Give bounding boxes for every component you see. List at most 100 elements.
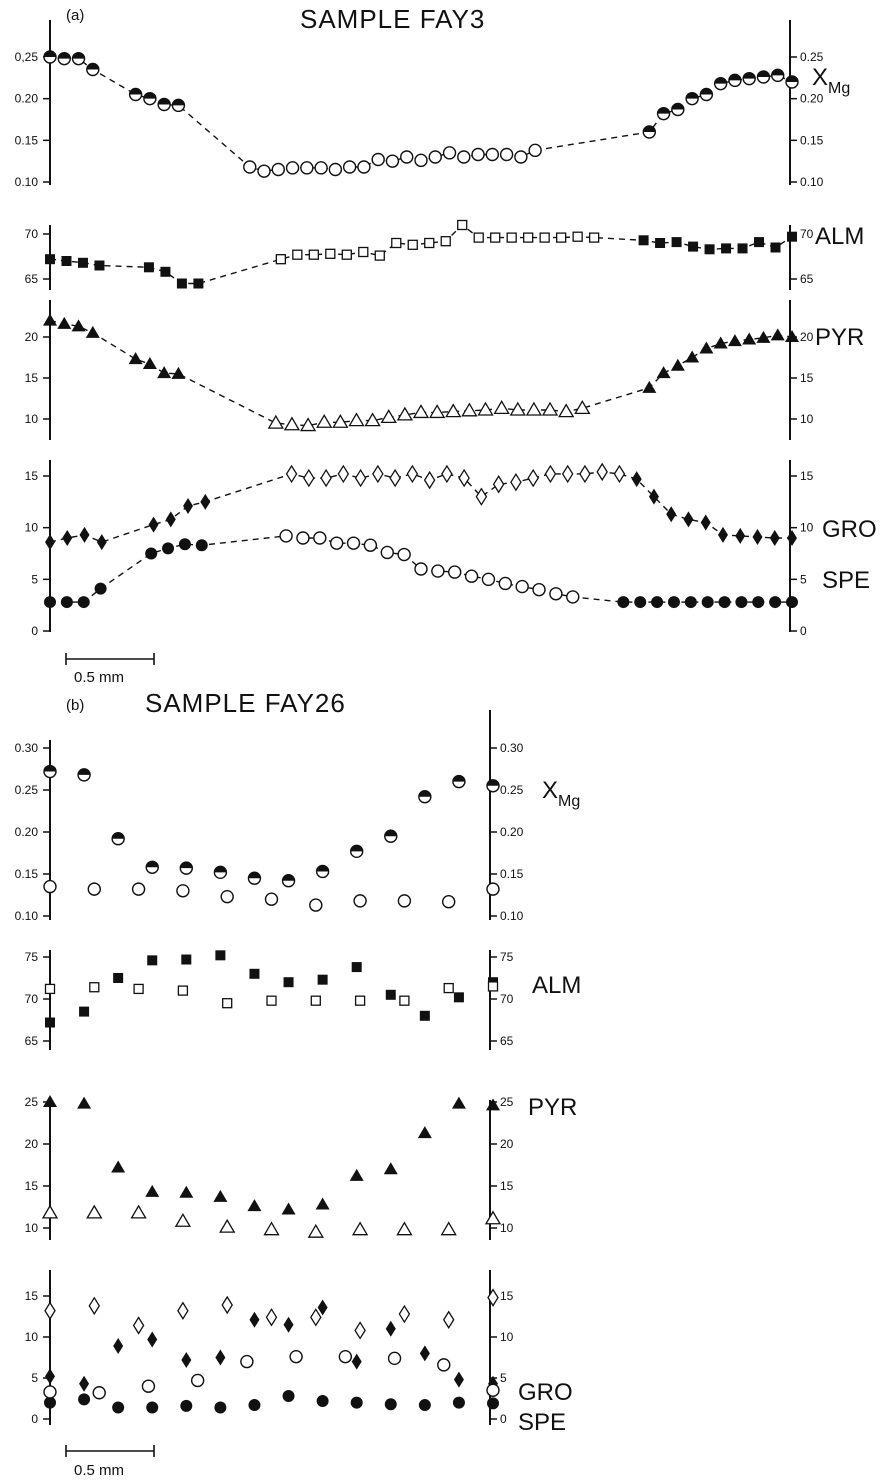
panel-b-alm-open-square-point	[133, 983, 144, 995]
panel-a-pyr-open-triangle-point	[332, 413, 349, 428]
panel-a-gro_spe-filled-circle-point	[667, 596, 680, 609]
panel-a-pyr-filled-triangle-point	[713, 336, 728, 349]
panel-b-alm-open-square-point	[443, 982, 454, 994]
panel-a-pyr-filled-triangle-point	[128, 352, 143, 365]
panel-a-xmg-open-circle-point	[457, 150, 471, 164]
panel-b-alm-filled-square-point	[419, 1010, 430, 1021]
panel-b-gro_spe-filled-circle-point	[248, 1399, 261, 1412]
panel-a-gro_spe-filled-diamond-point	[683, 511, 694, 528]
panel-a-alm-left-tick-label: 65	[25, 272, 39, 286]
panel-a-pyr-filled-triangle-point	[171, 366, 186, 379]
panel-a-alm-filled-square-point	[704, 244, 715, 255]
panel-a-gro_spe-filled-circle-point	[162, 542, 175, 555]
panel-b-alm-filled-square-point	[45, 1017, 55, 1028]
panel-a-alm-label: ALM	[815, 223, 864, 250]
panel-a-gro_spe-left-tick-label: 10	[25, 521, 39, 535]
panel-b-alm-left-tick-label: 70	[25, 992, 39, 1006]
panel-a-gro_spe-filled-diamond-point	[648, 488, 659, 505]
panel-b-gro_spe-open-circle-point	[190, 1373, 205, 1388]
panel-a-xmg-open-circle-point	[528, 143, 542, 158]
panel-b-gro_spe-open-diamond-point	[132, 1316, 145, 1335]
panel-a-pyr-filled-triangle-point	[85, 325, 100, 338]
panel-b-gro_spe-filled-diamond-point	[215, 1349, 226, 1366]
panel-a-xmg-open-circle-point	[314, 161, 328, 175]
panel-a-gro_spe-filled-diamond-point	[165, 511, 176, 528]
panel-a-gro_spe-filled-circle-point	[769, 596, 782, 609]
panel-b-xmg-half-circle-point	[349, 844, 364, 859]
panel-a-xmg-open-circle-point	[243, 160, 257, 174]
panel-b-gro_spe-open-circle-point	[338, 1349, 353, 1364]
panel-a-alm-filled-square-point	[655, 238, 666, 248]
panel-b-alm-open-square-point	[177, 985, 189, 996]
panel-b-gro_spe-filled-diamond-point	[79, 1375, 90, 1392]
panel-b-xmg-right-tick-label: 0.25	[500, 783, 524, 797]
panel-a-xmg-open-circle-point	[257, 164, 271, 178]
panel-b-gro_spe-open-diamond-point	[354, 1321, 366, 1340]
panel-a-pyr-open-triangle-point	[396, 406, 414, 421]
panel-a-alm-filled-square-point	[721, 243, 732, 254]
panel-a-gro_spe-open-diamond-point	[389, 468, 401, 488]
panel-b-xmg-half-circle-point	[179, 861, 194, 875]
panel-a-xmg-half-circle-point	[713, 76, 728, 91]
panel-b-gro_spe-filled-circle-point	[384, 1398, 397, 1411]
panel-a-alm-open-square-point	[308, 249, 319, 260]
panel-a-gro_spe-open-circle-point	[431, 564, 445, 578]
panel-b-xmg-half-circle-point	[77, 768, 91, 782]
panel-b-gro_spe-open-diamond-point	[398, 1304, 411, 1324]
panel-a-alm-open-square-point	[325, 248, 336, 259]
panel-a-pyr-open-triangle-point	[348, 412, 365, 427]
panel-a-xmg-left-tick-label: 0.15	[15, 133, 39, 147]
panel-b-alm-label: ALM	[532, 972, 581, 999]
panel-a-gro_spe-filled-diamond-point	[787, 530, 797, 546]
panel-a-alm-open-square-point	[539, 232, 550, 243]
panel-a-xmg-open-circle-point	[400, 150, 414, 164]
panel-a-xmg-open-circle-point	[328, 162, 343, 177]
panel-b-alm-filled-square-point	[181, 954, 192, 965]
panel-b-xmg-half-circle-point	[247, 871, 262, 885]
panel-a-alm-filled-square-point	[176, 278, 187, 289]
panel-a-xmg-half-circle-point	[656, 106, 671, 121]
panel-b-xmg-open-circle-point	[176, 884, 190, 898]
panel-b-alm-filled-square-point	[385, 989, 396, 1000]
panel-b-pyr-filled-triangle-point	[281, 1202, 296, 1215]
panel-b-alm-filled-square-point	[317, 974, 328, 985]
panel-b-title: SAMPLE FAY26	[145, 688, 346, 718]
panel-b-alm-left-tick-label: 75	[25, 950, 39, 964]
panel-a-gro_spe-filled-circle-point	[752, 596, 765, 609]
panel-a-gro_spe-open-circle-point	[414, 562, 428, 576]
panel-a-pyr-filled-triangle-point	[770, 328, 785, 341]
panel-a-xmg-half-circle-point	[57, 51, 71, 66]
panel-b-gro_spe-open-diamond-point	[310, 1308, 322, 1327]
panel-b-pyr-filled-triangle-point	[383, 1162, 398, 1175]
panel-a-gro_spe-open-diamond-point	[285, 464, 298, 484]
panel-b-label: (b)	[66, 697, 84, 714]
panel-a-label: (a)	[66, 7, 84, 24]
panel-b-gro_spe-filled-circle-point	[452, 1396, 465, 1409]
panel-a-pyr-filled-triangle-point	[157, 366, 172, 379]
panel-a-pyr-filled-triangle-point	[142, 357, 157, 370]
panel-a-xmg-half-circle-point	[671, 102, 685, 117]
panel-b-pyr-filled-triangle-point	[349, 1168, 364, 1181]
panel-b-gro_spe-filled-circle-point	[180, 1399, 193, 1412]
panel-a-gro_spe-open-diamond-point	[406, 464, 419, 484]
panel-b-xmg-right-tick-label: 0.30	[500, 741, 524, 755]
panel-a-pyr-open-triangle-point	[380, 409, 397, 424]
panel-b-gro_spe-filled-circle-point	[316, 1394, 329, 1407]
panel-b-gro_spe-filled-diamond-point	[283, 1316, 294, 1333]
panel-a-pyr-open-triangle-point	[299, 417, 317, 432]
panel-b-gro_spe-open-diamond-point	[177, 1301, 189, 1320]
panel-a-alm-open-square-point	[391, 237, 402, 249]
panel-a-xmg-half-circle-point	[771, 68, 785, 83]
panel-b-alm-open-square-point	[44, 983, 56, 995]
panel-b-pyr-open-triangle-point	[440, 1221, 457, 1236]
panel-a-pyr-filled-triangle-point	[756, 330, 771, 343]
panel-a-xmg-open-circle-point	[442, 146, 457, 160]
panel-a-gro_spe-open-circle-point	[464, 569, 479, 583]
panel-a-alm-open-square-point	[457, 219, 468, 231]
panel-b-gro_spe-filled-diamond-point	[181, 1351, 192, 1368]
panel-a-gro_spe-filled-circle-point	[60, 596, 73, 609]
panel-b-gro_spe-left-tick-label: 5	[31, 1371, 38, 1385]
panel-a-alm-trend-line	[49, 224, 793, 285]
panel-b-gro_spe-open-circle-point	[92, 1386, 106, 1400]
